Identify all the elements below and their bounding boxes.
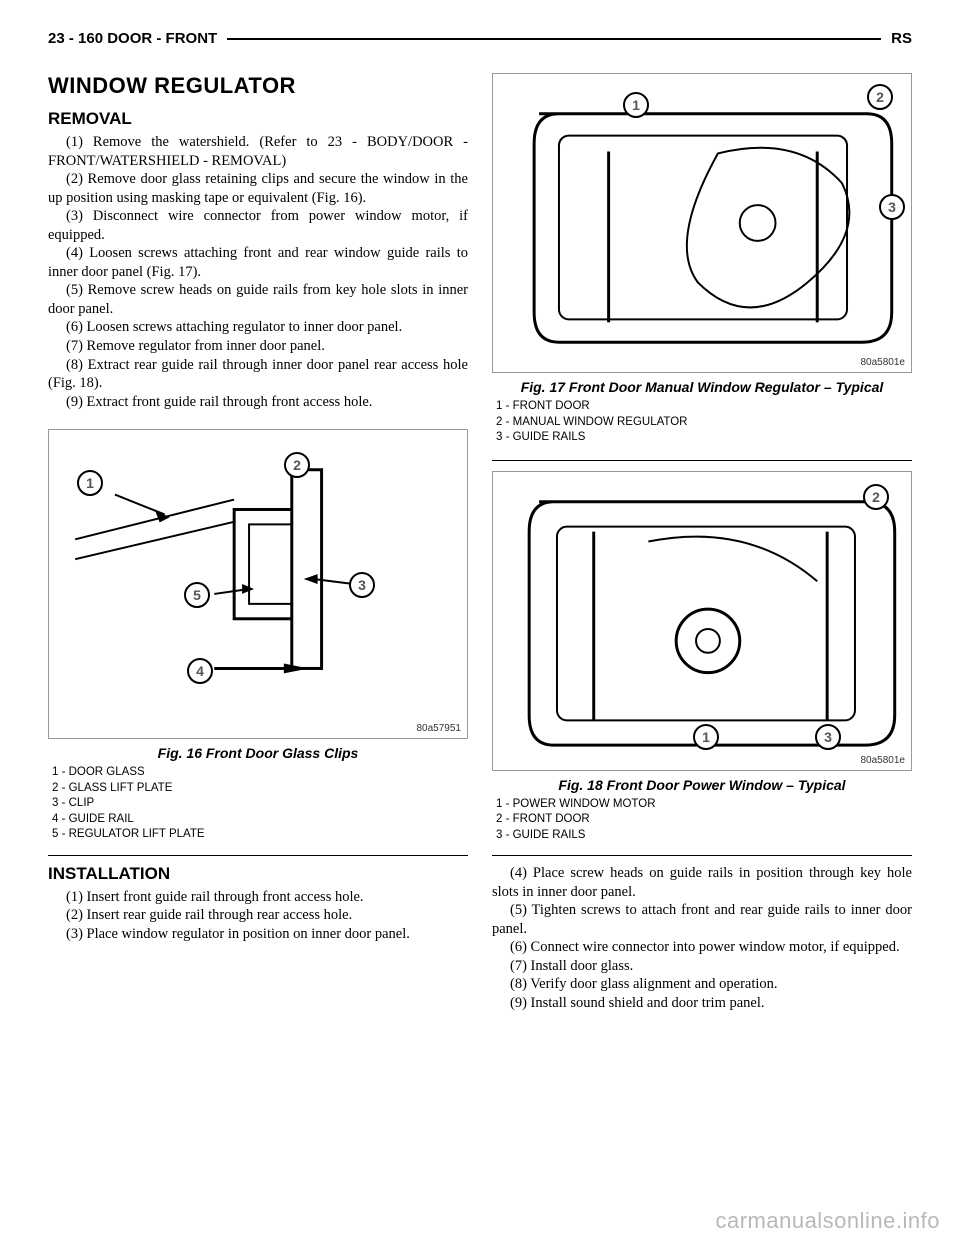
legend-item: 1 - FRONT DOOR — [496, 399, 912, 415]
section-title: WINDOW REGULATOR — [48, 73, 468, 99]
left-column: WINDOW REGULATOR REMOVAL (1) Remove the … — [48, 73, 468, 1012]
removal-step: (7) Remove regulator from inner door pan… — [48, 337, 468, 356]
header-rule — [227, 38, 881, 40]
removal-step: (1) Remove the watershield. (Refer to 23… — [48, 133, 468, 170]
figure-18-box: 1 2 3 80a5801e — [492, 471, 912, 771]
install-step: (8) Verify door glass alignment and oper… — [492, 975, 912, 994]
figure-18-caption: Fig. 18 Front Door Power Window – Typica… — [492, 777, 912, 793]
figure-16-caption: Fig. 16 Front Door Glass Clips — [48, 745, 468, 761]
removal-step: (4) Loosen screws attaching front and re… — [48, 244, 468, 281]
install-step: (7) Install door glass. — [492, 957, 912, 976]
legend-item: 1 - POWER WINDOW MOTOR — [496, 797, 912, 813]
removal-step: (3) Disconnect wire connector from power… — [48, 207, 468, 244]
install-step: (4) Place screw heads on guide rails in … — [492, 864, 912, 901]
figure-16-art — [49, 430, 467, 738]
install-step: (5) Tighten screws to attach front and r… — [492, 901, 912, 938]
removal-step: (5) Remove screw heads on guide rails fr… — [48, 281, 468, 318]
figure-18-legend: 1 - POWER WINDOW MOTOR 2 - FRONT DOOR 3 … — [496, 797, 912, 844]
legend-item: 1 - DOOR GLASS — [52, 765, 468, 781]
divider — [48, 855, 468, 856]
figure-16-legend: 1 - DOOR GLASS 2 - GLASS LIFT PLATE 3 - … — [52, 765, 468, 843]
right-column: 1 2 3 80a5801e Fig. 17 Front Door Manual… — [492, 73, 912, 1012]
callout-2: 2 — [867, 84, 893, 110]
divider — [492, 460, 912, 461]
removal-heading: REMOVAL — [48, 109, 468, 129]
legend-item: 2 - FRONT DOOR — [496, 812, 912, 828]
removal-step: (8) Extract rear guide rail through inne… — [48, 356, 468, 393]
figure-17-art — [493, 74, 911, 372]
removal-step: (6) Loosen screws attaching regulator to… — [48, 318, 468, 337]
removal-step: (9) Extract front guide rail through fro… — [48, 393, 468, 412]
legend-item: 2 - GLASS LIFT PLATE — [52, 781, 468, 797]
watermark: carmanualsonline.info — [715, 1208, 940, 1234]
header-right: RS — [891, 30, 912, 47]
figure-17-box: 1 2 3 80a5801e — [492, 73, 912, 373]
install-step: (9) Install sound shield and door trim p… — [492, 994, 912, 1013]
legend-item: 3 - CLIP — [52, 796, 468, 812]
figure-18-code: 80a5801e — [861, 755, 906, 766]
callout-2: 2 — [863, 484, 889, 510]
figure-17-code: 80a5801e — [861, 357, 906, 368]
callout-1: 1 — [623, 92, 649, 118]
install-step: (1) Insert front guide rail through fron… — [48, 888, 468, 907]
content-columns: WINDOW REGULATOR REMOVAL (1) Remove the … — [48, 73, 912, 1012]
callout-3: 3 — [879, 194, 905, 220]
figure-17-legend: 1 - FRONT DOOR 2 - MANUAL WINDOW REGULAT… — [496, 399, 912, 446]
page-header: 23 - 160 DOOR - FRONT RS — [48, 30, 912, 47]
legend-item: 3 - GUIDE RAILS — [496, 828, 912, 844]
figure-16-code: 80a57951 — [417, 723, 462, 734]
divider — [492, 855, 912, 856]
legend-item: 2 - MANUAL WINDOW REGULATOR — [496, 415, 912, 431]
callout-1: 1 — [693, 724, 719, 750]
install-step: (6) Connect wire connector into power wi… — [492, 938, 912, 957]
legend-item: 5 - REGULATOR LIFT PLATE — [52, 827, 468, 843]
legend-item: 3 - GUIDE RAILS — [496, 430, 912, 446]
install-step: (2) Insert rear guide rail through rear … — [48, 906, 468, 925]
legend-item: 4 - GUIDE RAIL — [52, 812, 468, 828]
figure-17-caption: Fig. 17 Front Door Manual Window Regulat… — [492, 379, 912, 395]
figure-16-box: 1 2 3 4 5 80a57951 — [48, 429, 468, 739]
removal-step: (2) Remove door glass retaining clips an… — [48, 170, 468, 207]
installation-heading: INSTALLATION — [48, 864, 468, 884]
header-left: 23 - 160 DOOR - FRONT — [48, 30, 217, 47]
callout-3: 3 — [815, 724, 841, 750]
install-step: (3) Place window regulator in position o… — [48, 925, 468, 944]
